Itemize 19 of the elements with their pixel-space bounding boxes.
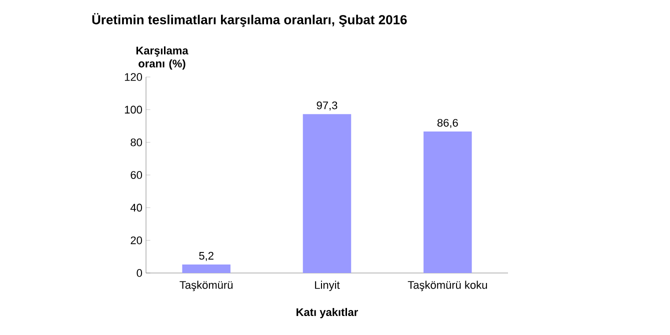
data-label: 86,6 — [437, 118, 458, 128]
bar — [424, 132, 472, 273]
bar — [182, 264, 230, 273]
y-tick-label: 80 — [130, 138, 142, 146]
y-tick-label: 40 — [130, 204, 142, 212]
data-label: 97,3 — [316, 101, 338, 111]
data-label: 5,2 — [199, 252, 214, 261]
y-axis-title: Karşılama oranı (%) — [136, 46, 188, 70]
chart-title: Üretimin teslimatları karşılama oranları, Şubat 2016 — [92, 13, 407, 27]
y-tick-label: 0 — [136, 269, 142, 277]
bar — [302, 114, 352, 273]
x-tick-label: Linyit — [315, 280, 340, 292]
y-tick-label: 20 — [130, 236, 142, 244]
y-tick-label: 60 — [130, 171, 142, 179]
y-tick-label: 100 — [124, 106, 142, 114]
x-tick-label: Taşkömürü — [180, 280, 233, 292]
x-axis-title: Katı yakıtlar — [296, 308, 358, 318]
y-tick-label: 120 — [124, 73, 142, 81]
x-tick-label: Taşkömürü koku — [408, 280, 487, 292]
